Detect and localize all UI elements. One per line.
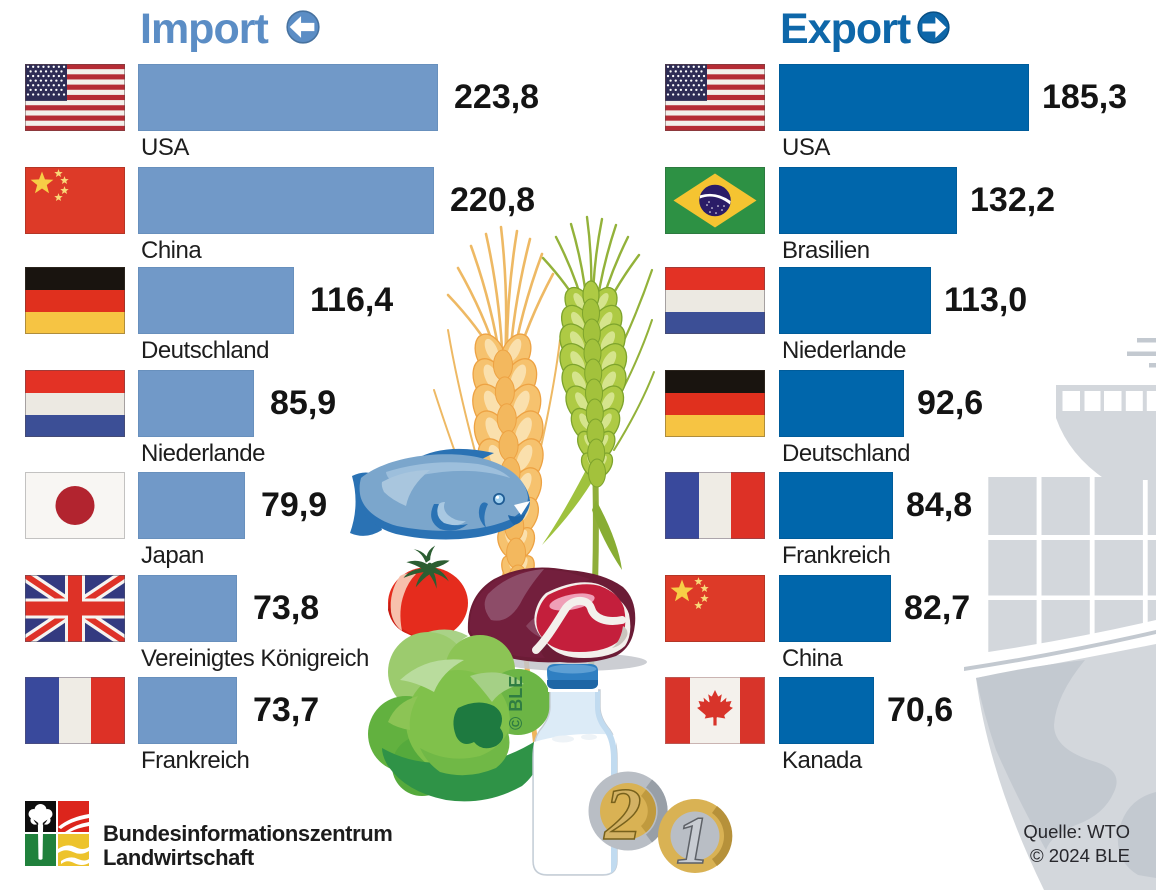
svg-text:1: 1 [676, 802, 710, 878]
svg-text:2: 2 [604, 774, 642, 856]
svg-text:© BLE: © BLE [506, 676, 526, 730]
